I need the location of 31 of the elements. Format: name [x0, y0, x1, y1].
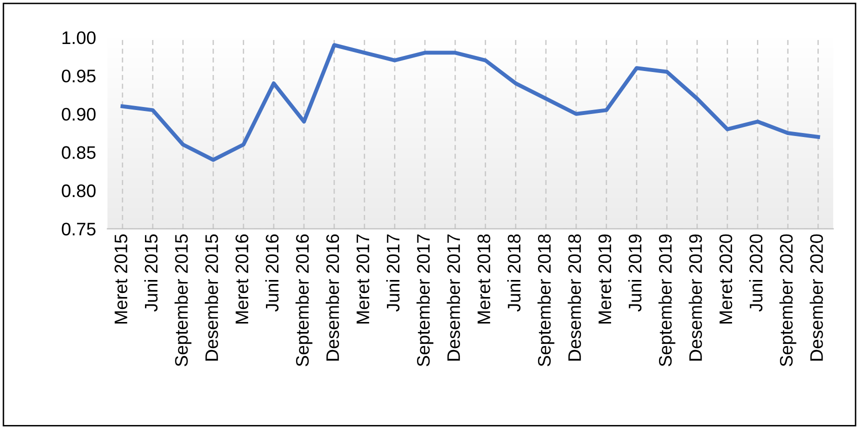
x-tick-label: Juni 2016 [265, 234, 279, 312]
x-tick-label: Desember 2018 [568, 234, 582, 361]
x-tick-label: September 2019 [658, 234, 676, 366]
x-tick-label: Meret 2019 [598, 234, 612, 324]
x-tick-label: Juni 2019 [628, 234, 642, 312]
x-tick-label: Juni 2015 [144, 234, 158, 312]
x-tick-label: September 2020 [779, 234, 796, 366]
x-tick-label: Juni 2017 [386, 234, 400, 312]
y-tick-label: 0.90 [62, 108, 96, 121]
x-tick-label: September 2018 [537, 234, 554, 366]
x-tick-label: Desember 2019 [688, 234, 702, 361]
x-tick-label: Meret 2020 [719, 234, 732, 324]
y-tick-label: 0.75 [62, 222, 96, 236]
x-tick-label: Juni 2020 [749, 234, 762, 312]
y-tick-label: 0.95 [62, 70, 96, 82]
y-tick-label: 0.80 [62, 184, 96, 198]
x-tick-label: Desember 2016 [326, 234, 340, 361]
x-tick-label: Meret 2016 [236, 234, 248, 324]
line-series [120, 43, 820, 162]
x-tick-label: Meret 2017 [356, 234, 370, 324]
x-tick-label: September 2016 [296, 234, 312, 366]
x-tick-label: Meret 2018 [477, 234, 490, 324]
x-tick-label: Desember 2017 [446, 234, 460, 361]
x-tick-label: Desember 2015 [204, 234, 218, 361]
y-tick-label: 0.85 [62, 146, 96, 159]
x-tick-label: Juni 2018 [507, 234, 521, 312]
x-tick-label: September 2015 [174, 234, 192, 366]
x-tick-label: Desember 2020 [810, 234, 823, 361]
x-tick-label: Meret 2015 [114, 234, 128, 324]
x-tick-label: September 2017 [416, 234, 434, 366]
y-tick-label: 1.00 [62, 31, 96, 44]
